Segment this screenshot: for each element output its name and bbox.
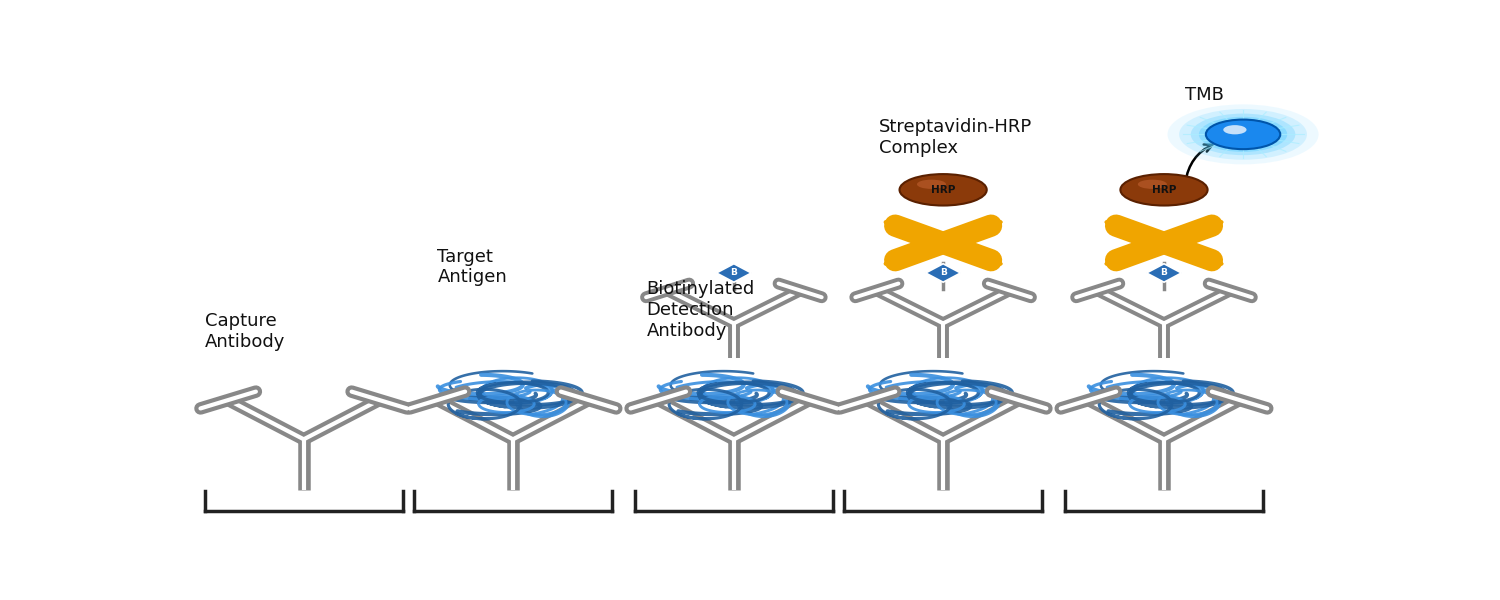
Circle shape <box>1198 117 1287 152</box>
Text: B: B <box>939 268 946 277</box>
Text: Streptavidin-HRP
Complex: Streptavidin-HRP Complex <box>879 118 1032 157</box>
Text: TMB: TMB <box>1185 86 1224 104</box>
Ellipse shape <box>916 179 946 189</box>
Text: B: B <box>730 268 738 277</box>
Text: HRP: HRP <box>1152 185 1176 195</box>
Ellipse shape <box>1120 174 1208 206</box>
Text: HRP: HRP <box>932 185 956 195</box>
Circle shape <box>1191 113 1296 155</box>
Ellipse shape <box>1138 179 1167 189</box>
Polygon shape <box>717 264 752 282</box>
Ellipse shape <box>900 174 987 206</box>
Circle shape <box>1167 104 1318 164</box>
Circle shape <box>1179 109 1306 160</box>
Circle shape <box>1206 119 1280 149</box>
Text: B: B <box>1161 268 1167 277</box>
Text: Biotinylated
Detection
Antibody: Biotinylated Detection Antibody <box>646 280 754 340</box>
Polygon shape <box>926 264 960 282</box>
Circle shape <box>1224 125 1246 134</box>
Text: Target
Antigen: Target Antigen <box>438 248 507 286</box>
Text: Capture
Antibody: Capture Antibody <box>206 312 285 351</box>
Polygon shape <box>1146 264 1182 282</box>
